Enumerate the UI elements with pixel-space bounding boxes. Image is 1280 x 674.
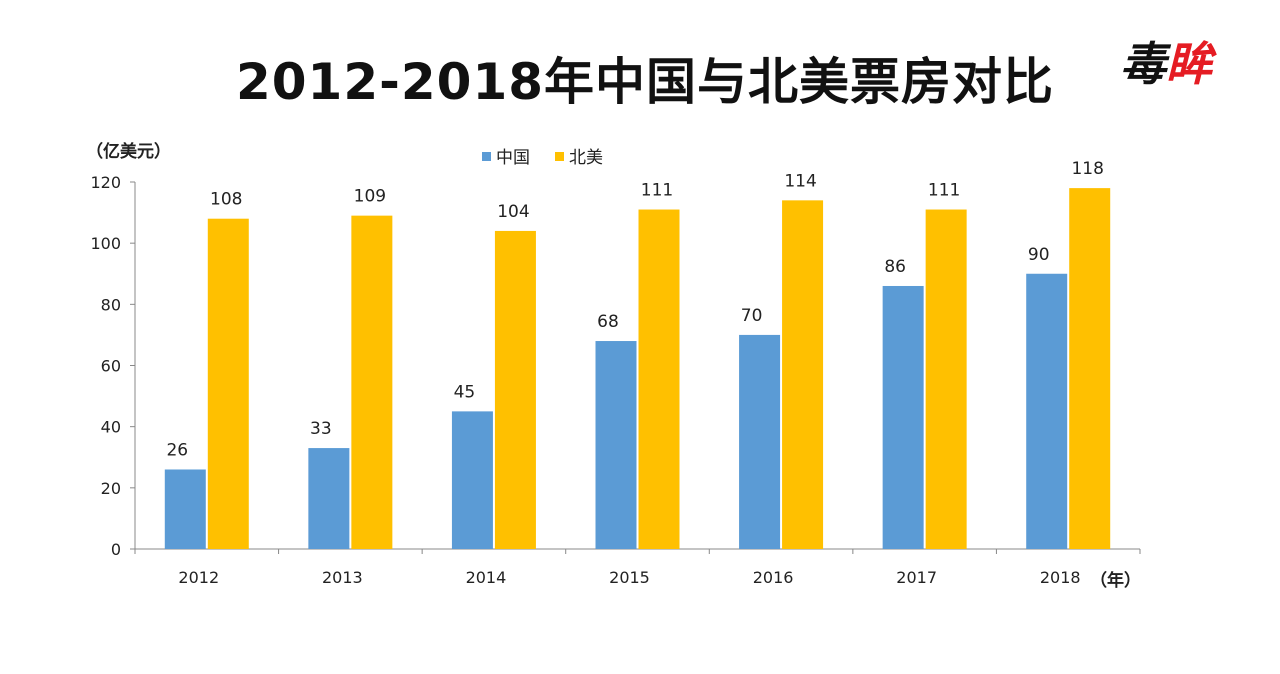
x-tick-label: 2012 — [178, 568, 219, 587]
bar-north-america — [638, 209, 680, 549]
logo-char-2: 眸 — [1166, 37, 1212, 91]
y-axis-unit-label: （亿美元） — [86, 141, 171, 162]
bar-china — [882, 285, 924, 549]
bar-north-america — [782, 200, 824, 549]
x-axis-unit-label: （年） — [1090, 570, 1141, 591]
data-label: 109 — [354, 187, 386, 207]
bar-north-america — [207, 218, 249, 549]
data-label: 108 — [210, 190, 242, 210]
x-tick-label: 2015 — [609, 568, 650, 587]
brand-logo: 毒眸 — [1120, 34, 1250, 94]
bar-china — [308, 448, 350, 549]
axes: 0 20 40 60 80 100 120 2012 2013 2014 2015 2016 2017 2… — [90, 173, 1141, 587]
data-label: 70 — [741, 306, 763, 326]
data-label: 111 — [928, 181, 960, 201]
legend: 中国 北美 — [482, 148, 603, 168]
x-tick-label: 2013 — [322, 568, 363, 587]
y-tick-label: 80 — [101, 295, 121, 314]
bar-north-america — [925, 209, 967, 549]
data-label: 111 — [641, 181, 673, 201]
legend-swatch — [555, 152, 564, 161]
data-label: 68 — [597, 312, 619, 332]
bar-china — [451, 411, 493, 549]
bar-china — [164, 469, 206, 549]
bar-north-america — [494, 230, 536, 549]
y-tick-label: 100 — [90, 234, 121, 253]
bar-china — [1026, 273, 1068, 549]
y-tick-label: 40 — [101, 418, 121, 437]
y-tick-label: 60 — [101, 357, 121, 376]
x-tick-label: 2018 — [1040, 568, 1081, 587]
x-tick-label: 2014 — [466, 568, 507, 587]
y-tick-label: 0 — [111, 540, 121, 559]
page-title: 2012-2018年中国与北美票房对比 — [235, 53, 1055, 111]
bars — [164, 188, 1111, 549]
bar-north-america — [1069, 188, 1111, 549]
bar-china — [739, 334, 781, 549]
data-label: 118 — [1071, 159, 1103, 179]
y-tick-label: 120 — [90, 173, 121, 192]
data-label: 45 — [454, 382, 476, 402]
logo-char-1: 毒 — [1120, 37, 1166, 91]
y-tick-label: 20 — [101, 479, 121, 498]
data-labels: 26 33 45 68 70 86 90 108 109 104 111 114 111 118 — [166, 159, 1103, 460]
data-label: 26 — [166, 440, 188, 460]
bar-north-america — [351, 215, 393, 549]
legend-label: 北美 — [569, 148, 603, 168]
data-label: 90 — [1028, 245, 1050, 265]
x-tick-label: 2016 — [753, 568, 794, 587]
data-label: 86 — [884, 257, 906, 277]
bar-china — [595, 341, 637, 549]
data-label: 33 — [310, 419, 332, 439]
data-label: 104 — [497, 202, 529, 222]
legend-swatch — [482, 152, 491, 161]
data-label: 114 — [784, 171, 816, 191]
legend-label: 中国 — [496, 148, 530, 168]
x-tick-label: 2017 — [896, 568, 937, 587]
